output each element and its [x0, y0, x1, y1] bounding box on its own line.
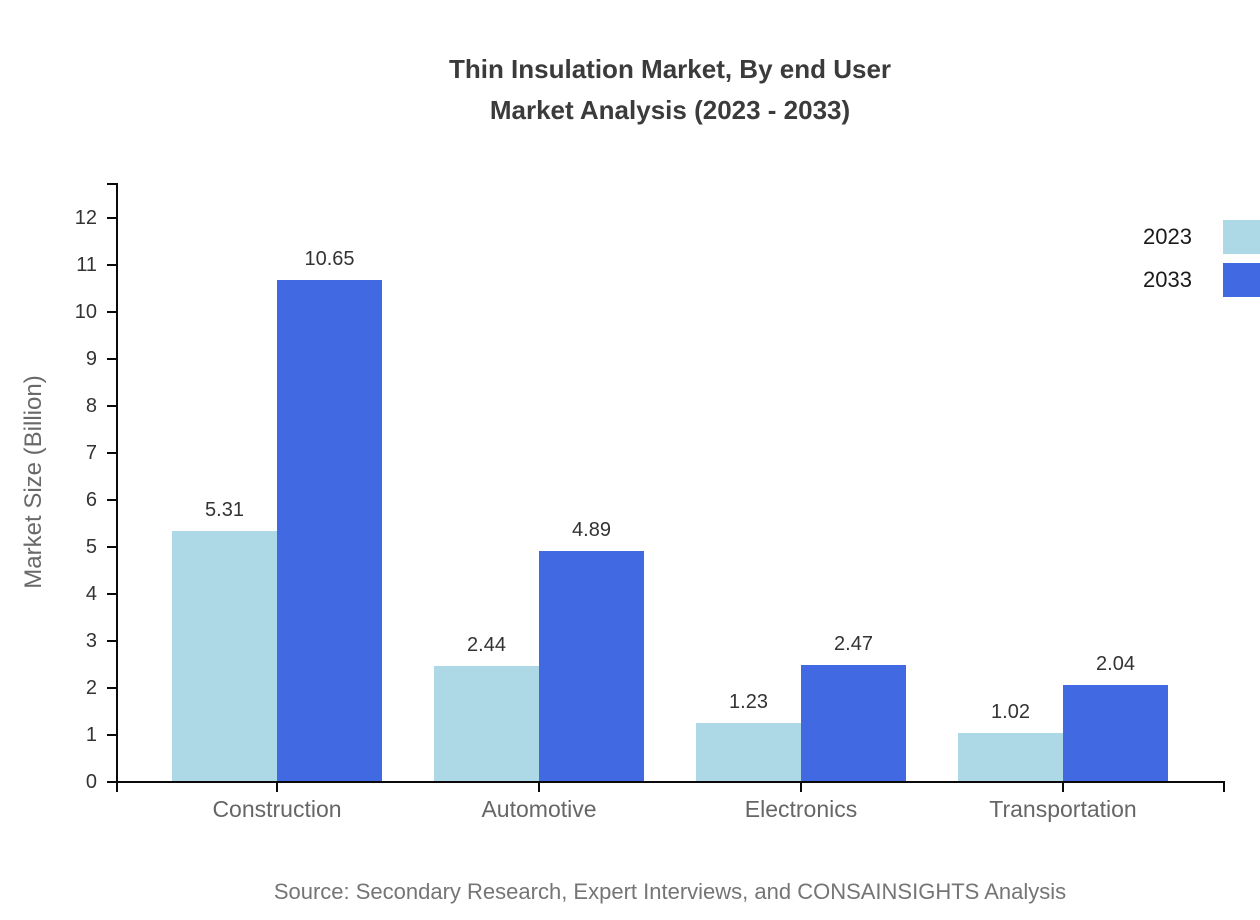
bar-value-label: 1.23: [729, 691, 768, 713]
x-category-label: Transportation: [989, 796, 1137, 822]
source-note: Source: Secondary Research, Expert Inter…: [273, 879, 1067, 904]
chart-title-line2: Market Analysis (2023 - 2033): [489, 95, 851, 125]
bar-2033-automotive: [539, 551, 644, 781]
y-tick-label: 11: [76, 254, 97, 276]
bar-2033-construction: [277, 280, 382, 781]
y-axis-end-tick: [107, 183, 116, 185]
x-axis-start-tick: [116, 783, 118, 792]
x-category-label: Automotive: [481, 796, 597, 822]
y-tick: [107, 640, 116, 642]
x-category-label: Construction: [212, 796, 342, 822]
y-tick: [107, 546, 116, 548]
y-tick: [107, 687, 116, 689]
bar-value-label: 5.31: [205, 499, 244, 521]
y-tick-label: 6: [85, 489, 97, 511]
y-tick: [107, 217, 116, 219]
y-tick: [107, 734, 116, 736]
y-tick: [107, 311, 116, 313]
y-tick-label: 2: [85, 677, 97, 699]
bar-2023-electronics: [696, 723, 801, 781]
y-tick-label: 4: [85, 583, 97, 605]
bar-2033-electronics: [801, 665, 906, 781]
bar-value-label: 1.02: [991, 701, 1030, 723]
y-tick-label: 8: [85, 395, 97, 417]
bar-value-label: 2.44: [467, 634, 506, 656]
bar-2033-transportation: [1063, 685, 1168, 781]
legend: 2023 2033: [1143, 220, 1260, 297]
chart-title-line1: Thin Insulation Market, By end User: [448, 54, 892, 84]
legend-swatch-2033: [1223, 263, 1260, 297]
bar-value-label: 10.65: [304, 248, 355, 270]
bar-value-label: 4.89: [572, 519, 611, 541]
y-tick: [107, 452, 116, 454]
x-tick: [538, 783, 540, 792]
bar-2023-transportation: [958, 733, 1063, 781]
x-axis-end-tick: [1223, 783, 1225, 792]
y-tick-label: 0: [85, 771, 97, 793]
chart-title: Thin Insulation Market, By end User Mark…: [80, 49, 1260, 131]
y-tick-label: 10: [74, 301, 97, 323]
bar-value-label: 2.47: [834, 633, 873, 655]
bar-2023-construction: [172, 531, 277, 781]
y-tick-label: 7: [85, 442, 97, 464]
y-tick: [107, 358, 116, 360]
y-tick: [107, 405, 116, 407]
y-axis-line: [116, 183, 118, 783]
y-tick: [107, 499, 116, 501]
y-tick: [107, 593, 116, 595]
x-tick: [1062, 783, 1064, 792]
y-tick: [107, 264, 116, 266]
y-tick-label: 5: [85, 536, 97, 558]
legend-label-2033: 2033: [1143, 267, 1192, 292]
x-category-label: Electronics: [744, 796, 858, 822]
y-tick-label: 1: [85, 724, 97, 746]
legend-item-2033: 2033: [1143, 263, 1260, 297]
x-tick: [276, 783, 278, 792]
x-axis-line: [116, 781, 1225, 783]
legend-label-2023: 2023: [1143, 224, 1192, 249]
y-tick-label: 12: [74, 207, 97, 229]
legend-swatch-2023: [1223, 220, 1260, 254]
x-tick: [800, 783, 802, 792]
y-tick-label: 3: [85, 630, 97, 652]
bar-value-label: 2.04: [1096, 653, 1135, 675]
bar-2023-automotive: [434, 666, 539, 781]
legend-item-2023: 2023: [1143, 220, 1260, 254]
y-tick: [107, 781, 116, 783]
y-tick-label: 9: [85, 348, 97, 370]
